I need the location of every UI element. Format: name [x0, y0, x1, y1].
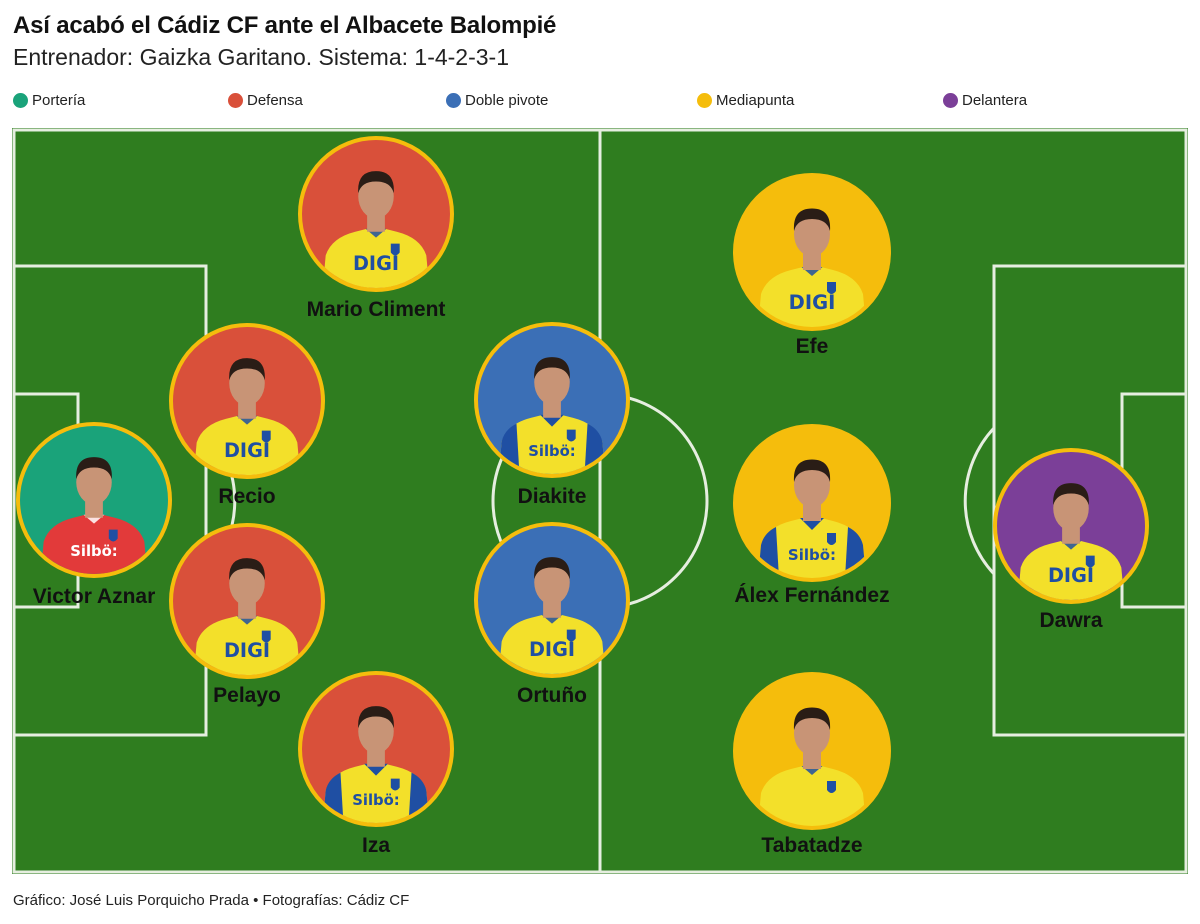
legend-label: Defensa — [247, 91, 303, 109]
player-name: Efe — [795, 335, 829, 358]
player-avatar-icon: DIGI — [193, 558, 301, 675]
right-penalty-arc — [963, 426, 996, 576]
player-name: Mario Climent — [306, 298, 446, 321]
player-avatar-icon: Silbö: — [322, 706, 430, 823]
player-photo — [733, 672, 891, 830]
chart-subtitle: Entrenador: Gaizka Garitano. Sistema: 1-… — [13, 44, 510, 70]
legend-dot-icon — [446, 92, 461, 108]
player-name: Pelayo — [213, 684, 281, 707]
svg-text:Silbö:: Silbö: — [528, 443, 575, 460]
legend-item-defensa: Defensa — [228, 90, 303, 110]
footer-credits: Gráfico: José Luis Porquicho Prada • Fot… — [13, 892, 410, 909]
player-name: Iza — [361, 834, 391, 857]
svg-text:DIGI: DIGI — [224, 439, 270, 462]
legend-dot-icon — [13, 92, 28, 108]
player-photo: Silbö: — [298, 671, 454, 827]
player-photo: DIGI — [733, 173, 891, 331]
player-avatar-icon: Silbö: — [758, 459, 866, 578]
player-photo: DIGI — [993, 448, 1149, 604]
svg-text:DIGI: DIGI — [224, 639, 270, 662]
player-name: Recio — [218, 485, 276, 508]
player-name: Victor Aznar — [32, 585, 156, 608]
legend-dot-icon — [697, 92, 712, 108]
player-avatar-icon — [758, 707, 866, 826]
player-name: Tabatadze — [761, 834, 863, 857]
player-avatar-icon: DIGI — [758, 208, 866, 327]
player-avatar-icon: Silbö: — [498, 357, 606, 474]
player-avatar-icon: DIGI — [322, 171, 430, 288]
legend-item-porteria: Portería — [13, 90, 85, 110]
player-photo: Silbö: — [733, 424, 891, 582]
player-photo: Silbö: — [16, 422, 172, 578]
legend-item-doble-pivote: Doble pivote — [446, 90, 548, 110]
svg-text:DIGI: DIGI — [789, 291, 836, 314]
legend-label: Delantera — [962, 91, 1028, 109]
player-photo: DIGI — [169, 523, 325, 679]
player-name: Ortuño — [517, 684, 587, 707]
svg-text:DIGI: DIGI — [529, 638, 575, 661]
player-avatar-icon: DIGI — [193, 358, 301, 475]
svg-text:Silbö:: Silbö: — [70, 543, 117, 560]
legend-item-delantera: Delantera — [943, 90, 1027, 110]
player-photo: DIGI — [169, 323, 325, 479]
player-name: Diakite — [517, 485, 587, 508]
player-photo: Silbö: — [474, 322, 630, 478]
legend-dot-icon — [943, 92, 958, 108]
svg-text:Silbö:: Silbö: — [352, 792, 399, 809]
legend-label: Portería — [32, 91, 86, 109]
player-avatar-icon: Silbö: — [40, 457, 148, 574]
player-photo: DIGI — [298, 136, 454, 292]
player-name: Dawra — [1039, 609, 1103, 632]
legend-dot-icon — [228, 92, 243, 108]
legend-item-mediapunta: Mediapunta — [697, 90, 794, 110]
svg-text:DIGI: DIGI — [1048, 564, 1094, 587]
player-avatar-icon: DIGI — [498, 557, 606, 674]
player-photo: DIGI — [474, 522, 630, 678]
svg-text:Silbö:: Silbö: — [788, 546, 836, 564]
player-name: Álex Fernández — [734, 584, 890, 607]
chart-title: Así acabó el Cádiz CF ante el Albacete B… — [13, 12, 557, 39]
legend-label: Mediapunta — [716, 91, 795, 109]
player-avatar-icon: DIGI — [1017, 483, 1125, 600]
legend-label: Doble pivote — [465, 91, 549, 109]
svg-text:DIGI: DIGI — [353, 252, 399, 275]
